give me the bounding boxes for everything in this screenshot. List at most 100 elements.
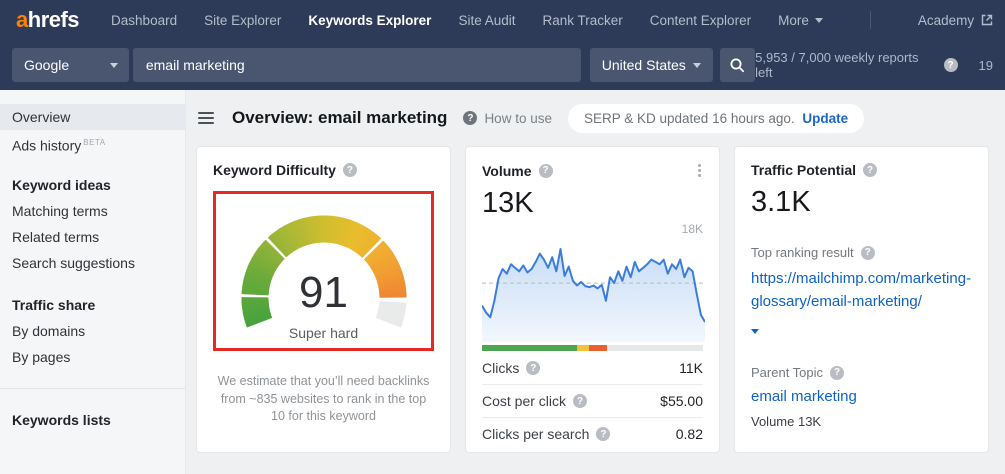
clicks-value: 11K [679,360,703,376]
sidebar-item-search-suggestions[interactable]: Search suggestions [12,255,135,271]
volume-title: Volume [482,162,532,179]
help-icon[interactable] [538,163,553,178]
clicks-label: Clicks [482,360,520,376]
clicks-breakdown-bar [482,345,703,351]
nav-item-dashboard[interactable]: Dashboard [111,12,178,28]
clicks-per-search-value: 0.82 [675,426,703,442]
sidebar-header-keyword-ideas: Keyword ideas [12,177,111,193]
parent-topic-link[interactable]: email marketing [751,388,857,405]
nav-item-site-audit[interactable]: Site Audit [458,12,516,28]
page-title: Overview: email marketing [232,108,448,127]
more-label: More [778,12,809,28]
nav-divider [869,11,871,29]
chevron-down-icon [814,17,823,23]
ahrefs-logo[interactable]: ahrefs [16,7,80,33]
nav-item-content-explorer[interactable]: Content Explorer [649,12,752,28]
search-engine-value: Google [24,57,70,73]
chevron-down-icon [751,329,759,334]
traffic-potential-value: 3.1K [751,186,811,218]
keyword-difficulty-title: Keyword Difficulty [213,162,336,178]
sidebar-item-overview[interactable]: Overview [0,104,185,130]
country-select[interactable]: United States [589,48,713,82]
clicks-per-search-label: Clicks per search [482,426,590,442]
top-ranking-result-url[interactable]: https://mailchimp.com/marketing-glossary… [751,270,972,310]
external-link-icon [981,14,993,26]
keyword-difficulty-value: 91 [299,268,348,317]
sidebar-item-by-domains[interactable]: By domains [12,323,86,339]
parent-topic-row: Parent Topic [751,365,972,380]
search-icon [730,58,745,73]
chevron-down-icon [692,62,701,68]
logo-rest: hrefs [27,7,80,32]
help-icon[interactable] [526,361,541,375]
sidebar-toggle-icon[interactable] [196,108,216,128]
keyword-query-input[interactable] [132,48,581,82]
sidebar-item-by-pages[interactable]: By pages [12,349,71,365]
volume-value: 13K [482,187,534,219]
clicks-breakdown-segment-yellow [577,345,590,351]
metric-row-cost-per-click: Cost per click $55.00 [482,384,703,417]
sidebar-item-related-terms[interactable]: Related terms [12,229,100,245]
page-body: Overview Ads history BETA Keyword ideas M… [0,90,1005,474]
top-ranking-result-row: Top ranking result [751,245,972,260]
sidebar-header-keywords-lists: Keywords lists [12,412,111,428]
page-header: Overview: email marketing How to use SER… [196,102,990,134]
top-nav: ahrefs Dashboard Site Explorer Keywords … [0,0,1005,40]
card-title-row: Keyword Difficulty [213,162,434,178]
expand-serp-toggle[interactable] [751,321,765,339]
top-ranking-result-label: Top ranking result [751,245,854,260]
parent-topic-volume: Volume 13K [751,414,822,429]
top-header: ahrefs Dashboard Site Explorer Keywords … [0,0,1005,90]
nav-item-academy[interactable]: Academy [918,13,993,28]
metric-row-clicks: Clicks 11K [482,352,703,384]
metric-label: Clicks per search [482,426,611,442]
chevron-down-icon [109,62,118,68]
clicks-breakdown-segment-orange [589,345,607,351]
help-icon[interactable] [860,245,875,260]
keyword-difficulty-card: Keyword Difficulty 91 Super hard We esti… [196,146,451,453]
help-icon[interactable] [342,163,357,177]
sidebar-divider [0,388,185,389]
sidebar-item-matching-terms[interactable]: Matching terms [12,203,108,219]
main-content: Overview: email marketing How to use SER… [186,90,1005,474]
search-engine-select[interactable]: Google [12,48,129,82]
reports-left-text: 5,953 / 7,000 weekly reports left [755,50,919,80]
parent-topic-label: Parent Topic [751,365,824,380]
nav-item-site-explorer[interactable]: Site Explorer [204,12,282,28]
chart-max-gridline-label: 18K [681,222,703,236]
help-icon[interactable] [573,394,588,408]
reports-left-status: 5,953 / 7,000 weekly reports left 19 [755,50,993,80]
nav-items: Dashboard Site Explorer Keywords Explore… [111,11,993,29]
overview-cards: Keyword Difficulty 91 Super hard We esti… [196,146,990,453]
how-to-use-label: How to use [484,110,552,126]
nav-item-rank-tracker[interactable]: Rank Tracker [542,12,623,28]
card-title-row: Traffic Potential [751,162,972,178]
sidebar-header-traffic-share: Traffic share [12,297,96,313]
academy-label: Academy [917,12,975,28]
sidebar-spacer [0,276,185,292]
traffic-potential-card: Traffic Potential 3.1K Top ranking resul… [734,146,989,453]
help-icon[interactable] [830,365,845,380]
sidebar-item-ads-history[interactable]: Ads history BETA [0,130,185,156]
update-link[interactable]: Update [802,110,849,126]
sidebar: Overview Ads history BETA Keyword ideas M… [0,90,186,474]
ads-history-label: Ads history [12,137,82,154]
metric-label: Cost per click [482,393,588,409]
logo-letter-a: a [16,7,28,32]
help-icon[interactable] [863,163,878,177]
nav-item-more[interactable]: More [778,13,823,28]
nav-item-keywords-explorer[interactable]: Keywords Explorer [308,12,432,28]
help-icon[interactable] [596,427,611,441]
keyword-difficulty-label: Super hard [288,325,359,341]
keyword-search-bar: Google United States 5,953 / 7,000 weekl… [0,40,1005,82]
header-right-truncated-text: 19 [978,57,993,73]
metric-label: Clicks [482,360,541,376]
kebab-menu-icon[interactable] [696,162,703,179]
help-icon[interactable] [943,58,958,72]
country-value: United States [601,57,686,73]
clicks-breakdown-segment-green [482,345,578,351]
keyword-difficulty-gauge [221,194,427,348]
beta-badge: BETA [83,138,106,147]
search-button[interactable] [719,48,756,82]
how-to-use[interactable]: How to use [463,111,552,126]
